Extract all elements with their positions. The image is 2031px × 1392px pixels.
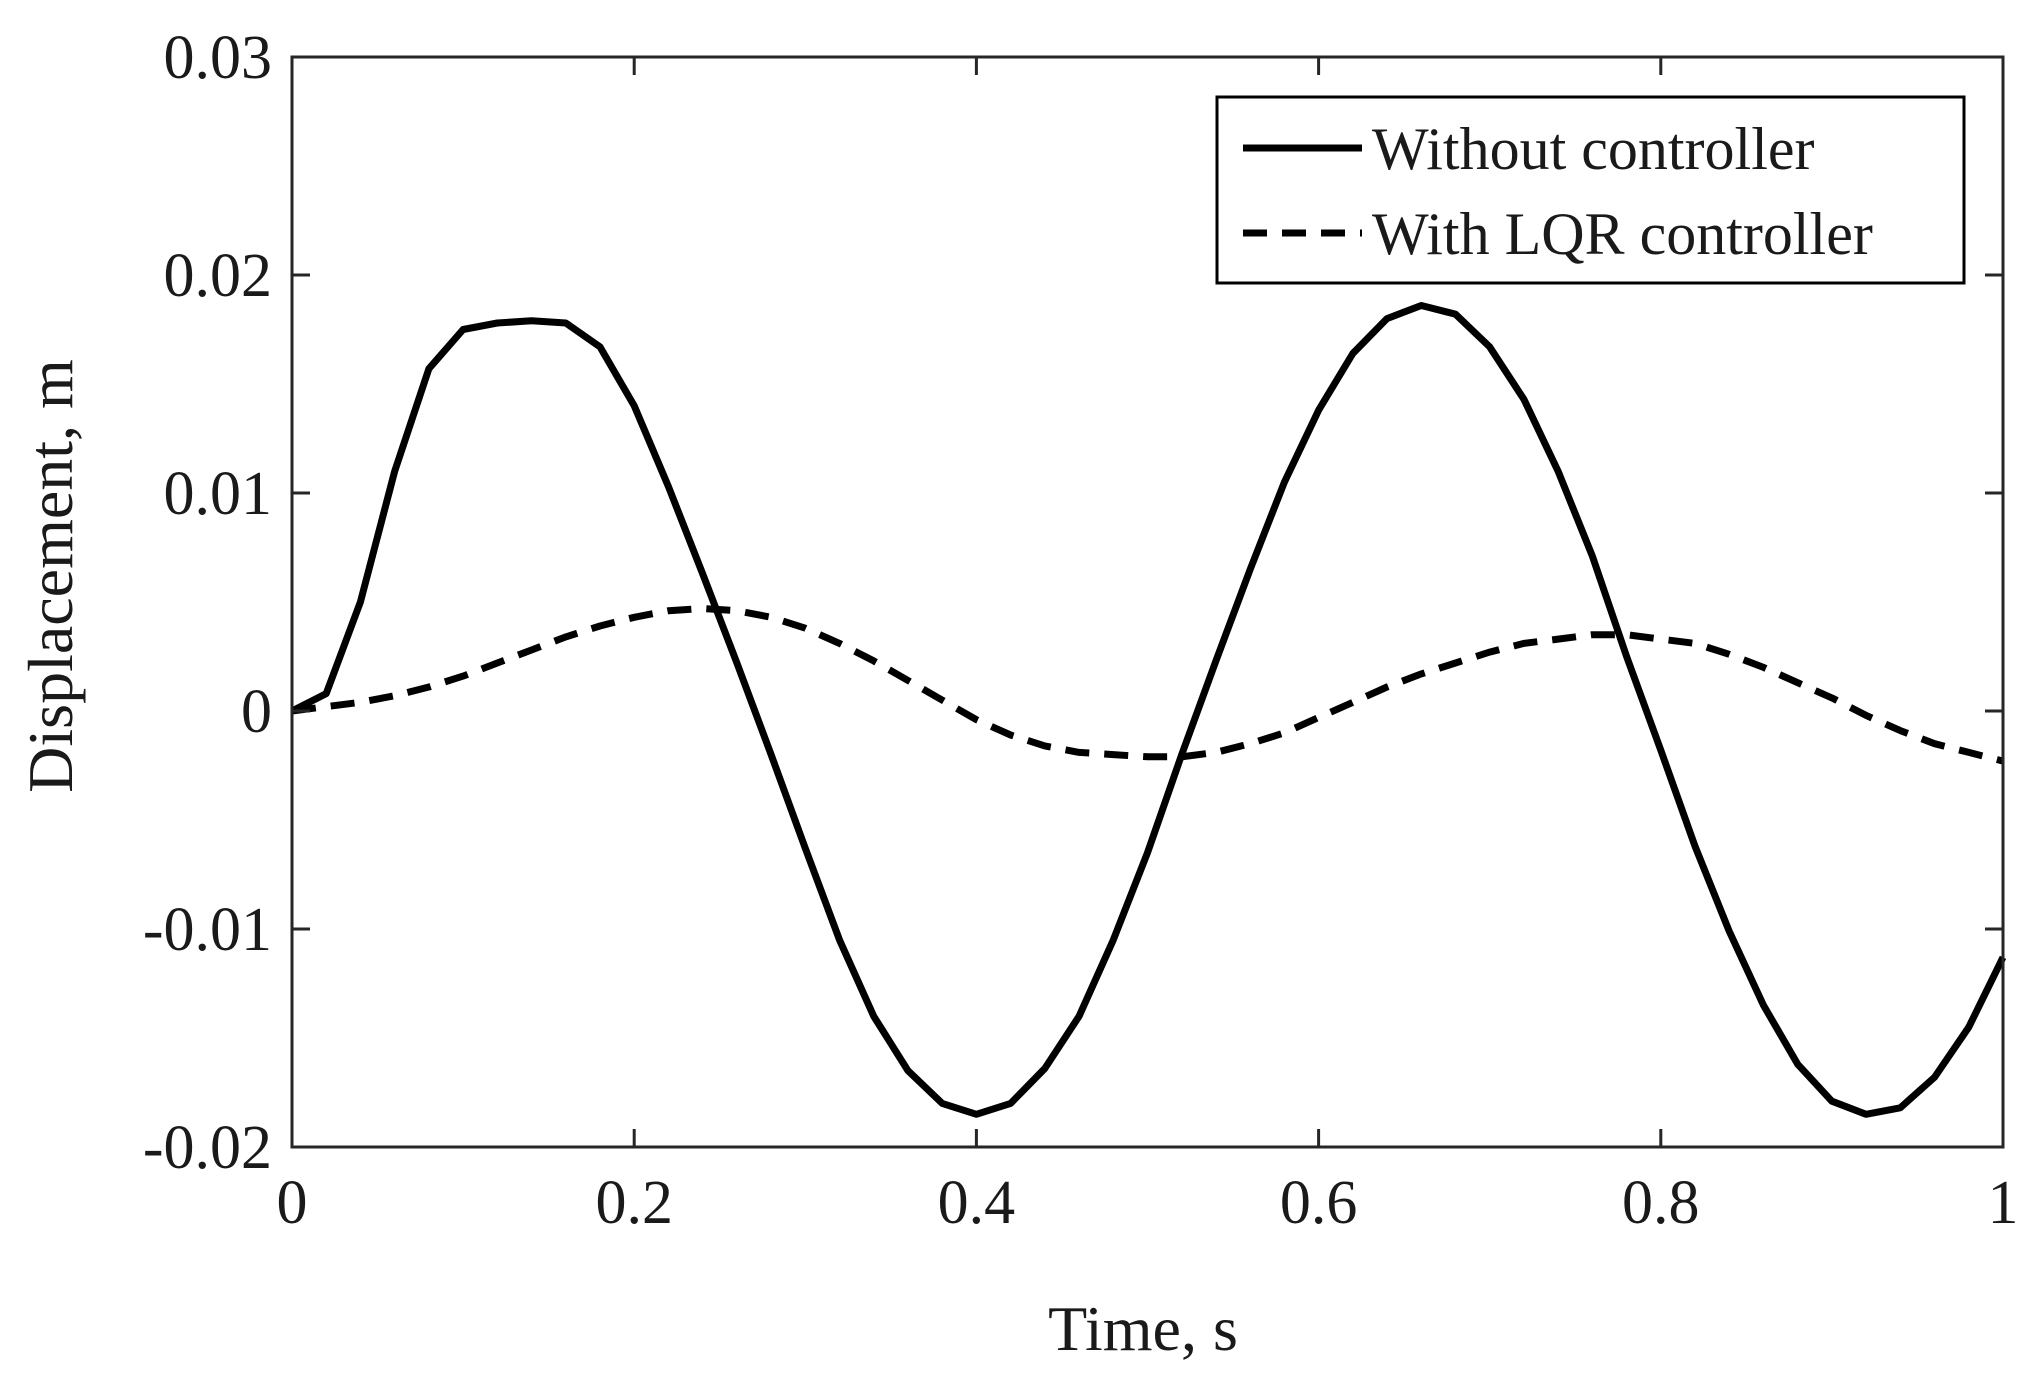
y-tick-label: -0.02 xyxy=(143,1114,272,1182)
series-line-with-lqr-controller xyxy=(291,605,2004,765)
y-tick-label: 0.03 xyxy=(164,24,273,92)
legend-label-with-lqr-controller: With LQR controller xyxy=(1372,201,1873,267)
y-tick-label: 0.01 xyxy=(164,460,273,528)
x-tick-label: 0.8 xyxy=(1622,1169,1700,1237)
x-tick-label: 0 xyxy=(277,1169,308,1237)
y-tick-label: 0 xyxy=(241,678,272,746)
plot-lines xyxy=(290,302,2007,1118)
legend: Without controller With LQR controller xyxy=(1215,95,1966,285)
x-tick-label: 0.4 xyxy=(938,1169,1016,1237)
y-tick-label: 0.02 xyxy=(164,242,273,310)
tick-labels: 0 0.2 0.4 0.6 0.8 1 -0.02 -0.01 0 0.01 0.02 0.03 xyxy=(143,24,2019,1237)
axes-frame xyxy=(290,55,2005,1149)
x-tick-label: 1 xyxy=(1988,1169,2019,1237)
series-line-without-controller xyxy=(290,302,2007,1118)
x-axis-label: Time, s xyxy=(1048,1293,1238,1364)
x-tick-label: 0.6 xyxy=(1280,1169,1358,1237)
y-axis-label: Displacement, m xyxy=(15,359,86,793)
legend-box xyxy=(1215,95,1966,285)
axes xyxy=(290,55,2005,1149)
ticks xyxy=(290,55,2005,1149)
legend-label-without-controller: Without controller xyxy=(1372,116,1814,182)
x-tick-label: 0.2 xyxy=(595,1169,673,1237)
y-tick-label: -0.01 xyxy=(143,896,272,964)
